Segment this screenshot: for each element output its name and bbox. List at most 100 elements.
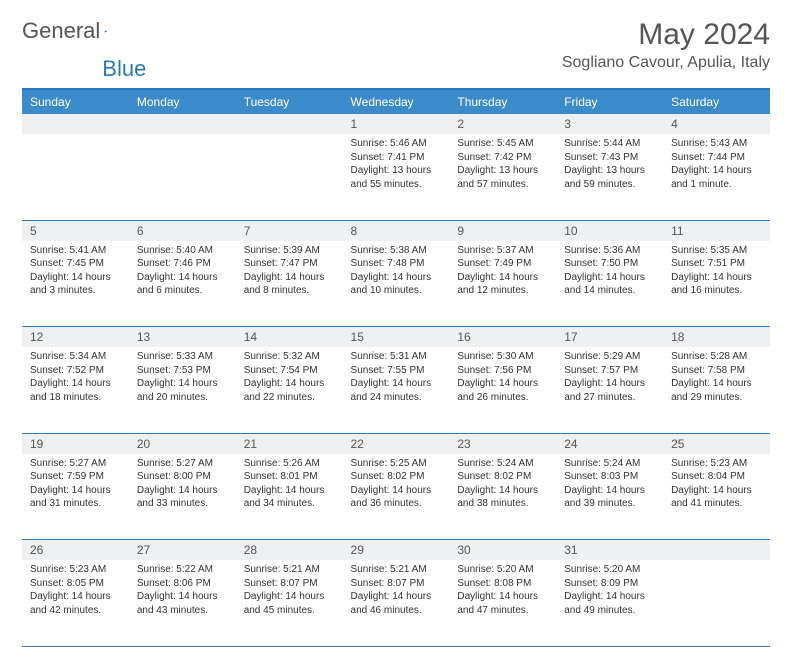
sunset-line: Sunset: 8:07 PM bbox=[244, 577, 335, 591]
day-number: 1 bbox=[343, 114, 450, 134]
day-number: 20 bbox=[129, 434, 236, 454]
sunrise-line: Sunrise: 5:28 AM bbox=[671, 350, 762, 364]
sunset-line: Sunset: 8:01 PM bbox=[244, 470, 335, 484]
weekday-header: Friday bbox=[556, 90, 663, 114]
day-number: 18 bbox=[663, 327, 770, 347]
day-number bbox=[129, 114, 236, 134]
sunset-line: Sunset: 7:54 PM bbox=[244, 364, 335, 378]
daylight-line: Daylight: 14 hours and 26 minutes. bbox=[457, 377, 548, 404]
sunset-line: Sunset: 7:53 PM bbox=[137, 364, 228, 378]
sunrise-line: Sunrise: 5:23 AM bbox=[30, 563, 121, 577]
daylight-line: Daylight: 14 hours and 39 minutes. bbox=[564, 484, 655, 511]
day-cell: Sunrise: 5:37 AMSunset: 7:49 PMDaylight:… bbox=[449, 241, 556, 304]
day-cell bbox=[236, 134, 343, 143]
day-number: 25 bbox=[663, 434, 770, 454]
daylight-line: Daylight: 14 hours and 31 minutes. bbox=[30, 484, 121, 511]
sunrise-line: Sunrise: 5:30 AM bbox=[457, 350, 548, 364]
day-cell: Sunrise: 5:44 AMSunset: 7:43 PMDaylight:… bbox=[556, 134, 663, 197]
week-row: Sunrise: 5:46 AMSunset: 7:41 PMDaylight:… bbox=[22, 134, 770, 220]
day-number: 2 bbox=[449, 114, 556, 134]
sunset-line: Sunset: 8:03 PM bbox=[564, 470, 655, 484]
day-cell: Sunrise: 5:40 AMSunset: 7:46 PMDaylight:… bbox=[129, 241, 236, 304]
day-number: 29 bbox=[343, 540, 450, 560]
daylight-line: Daylight: 14 hours and 34 minutes. bbox=[244, 484, 335, 511]
logo: General bbox=[22, 18, 126, 44]
sunset-line: Sunset: 7:51 PM bbox=[671, 257, 762, 271]
sunrise-line: Sunrise: 5:21 AM bbox=[244, 563, 335, 577]
daylight-line: Daylight: 14 hours and 14 minutes. bbox=[564, 271, 655, 298]
sunset-line: Sunset: 7:45 PM bbox=[30, 257, 121, 271]
day-cell: Sunrise: 5:38 AMSunset: 7:48 PMDaylight:… bbox=[343, 241, 450, 304]
day-cell: Sunrise: 5:33 AMSunset: 7:53 PMDaylight:… bbox=[129, 347, 236, 410]
day-cell: Sunrise: 5:32 AMSunset: 7:54 PMDaylight:… bbox=[236, 347, 343, 410]
daylight-line: Daylight: 14 hours and 38 minutes. bbox=[457, 484, 548, 511]
day-number: 31 bbox=[556, 540, 663, 560]
day-cell: Sunrise: 5:46 AMSunset: 7:41 PMDaylight:… bbox=[343, 134, 450, 197]
month-title: May 2024 bbox=[562, 18, 770, 52]
day-number: 5 bbox=[22, 221, 129, 241]
sunset-line: Sunset: 8:02 PM bbox=[457, 470, 548, 484]
sunrise-line: Sunrise: 5:32 AM bbox=[244, 350, 335, 364]
sunrise-line: Sunrise: 5:27 AM bbox=[30, 457, 121, 471]
day-cell: Sunrise: 5:24 AMSunset: 8:03 PMDaylight:… bbox=[556, 454, 663, 517]
day-cell: Sunrise: 5:21 AMSunset: 8:07 PMDaylight:… bbox=[236, 560, 343, 623]
day-number: 23 bbox=[449, 434, 556, 454]
sunset-line: Sunset: 7:46 PM bbox=[137, 257, 228, 271]
calendar-body: 1234Sunrise: 5:46 AMSunset: 7:41 PMDayli… bbox=[22, 114, 770, 646]
sunrise-line: Sunrise: 5:34 AM bbox=[30, 350, 121, 364]
sunset-line: Sunset: 7:47 PM bbox=[244, 257, 335, 271]
sunset-line: Sunset: 7:57 PM bbox=[564, 364, 655, 378]
week-row: Sunrise: 5:27 AMSunset: 7:59 PMDaylight:… bbox=[22, 454, 770, 540]
daylight-line: Daylight: 14 hours and 27 minutes. bbox=[564, 377, 655, 404]
week-row: Sunrise: 5:34 AMSunset: 7:52 PM Daylight:… bbox=[22, 347, 770, 433]
sunrise-line: Sunrise: 5:22 AM bbox=[137, 563, 228, 577]
sunset-line: Sunset: 7:41 PM bbox=[351, 151, 442, 165]
daylight-line: Daylight: 14 hours and 36 minutes. bbox=[351, 484, 442, 511]
day-number: 7 bbox=[236, 221, 343, 241]
sunrise-line: Sunrise: 5:33 AM bbox=[137, 350, 228, 364]
sunset-line: Sunset: 7:43 PM bbox=[564, 151, 655, 165]
sunset-line: Sunset: 8:04 PM bbox=[671, 470, 762, 484]
calendar-table: SundayMondayTuesdayWednesdayThursdayFrid… bbox=[22, 90, 770, 647]
day-number: 8 bbox=[343, 221, 450, 241]
day-cell: Sunrise: 5:20 AMSunset: 8:08 PMDaylight:… bbox=[449, 560, 556, 623]
day-number: 26 bbox=[22, 540, 129, 560]
daylight-line: Daylight: 14 hours and 3 minutes. bbox=[30, 271, 121, 298]
location: Sogliano Cavour, Apulia, Italy bbox=[562, 54, 770, 72]
sunset-line: Sunset: 7:52 PM bbox=[30, 364, 121, 378]
daynum-row: 1234 bbox=[22, 114, 770, 134]
daylight-line: Daylight: 14 hours and 42 minutes. bbox=[30, 590, 121, 617]
daylight-line: Daylight: 13 hours and 59 minutes. bbox=[564, 164, 655, 191]
daylight-line: Daylight: 14 hours and 33 minutes. bbox=[137, 484, 228, 511]
sunrise-line: Sunrise: 5:24 AM bbox=[564, 457, 655, 471]
logo-text-2: Blue bbox=[102, 56, 146, 82]
sunset-line: Sunset: 7:49 PM bbox=[457, 257, 548, 271]
day-cell: Sunrise: 5:24 AMSunset: 8:02 PMDaylight:… bbox=[449, 454, 556, 517]
day-number: 30 bbox=[449, 540, 556, 560]
weekday-header: Tuesday bbox=[236, 90, 343, 114]
day-number: 15 bbox=[343, 327, 450, 347]
sunrise-line: Sunrise: 5:37 AM bbox=[457, 244, 548, 258]
sunset-line: Sunset: 8:00 PM bbox=[137, 470, 228, 484]
day-cell: Sunrise: 5:39 AMSunset: 7:47 PMDaylight:… bbox=[236, 241, 343, 304]
daylight-line: Daylight: 14 hours and 6 minutes. bbox=[137, 271, 228, 298]
weekday-header: Saturday bbox=[663, 90, 770, 114]
day-cell bbox=[663, 560, 770, 569]
daylight-line: Daylight: 14 hours and 20 minutes. bbox=[137, 377, 228, 404]
sunset-line: Sunset: 8:02 PM bbox=[351, 470, 442, 484]
sunrise-line: Sunrise: 5:40 AM bbox=[137, 244, 228, 258]
day-cell: Sunrise: 5:20 AMSunset: 8:09 PMDaylight:… bbox=[556, 560, 663, 623]
daylight-line: Daylight: 14 hours and 8 minutes. bbox=[244, 271, 335, 298]
day-number bbox=[663, 540, 770, 560]
day-cell: Sunrise: 5:23 AMSunset: 8:04 PMDaylight:… bbox=[663, 454, 770, 517]
day-number: 21 bbox=[236, 434, 343, 454]
sunrise-line: Sunrise: 5:20 AM bbox=[564, 563, 655, 577]
sunrise-line: Sunrise: 5:31 AM bbox=[351, 350, 442, 364]
day-number: 9 bbox=[449, 221, 556, 241]
daylight-line: Daylight: 14 hours and 12 minutes. bbox=[457, 271, 548, 298]
daylight-line: Daylight: 14 hours and 43 minutes. bbox=[137, 590, 228, 617]
sunrise-line: Sunrise: 5:26 AM bbox=[244, 457, 335, 471]
daylight-line: Daylight: 14 hours and 46 minutes. bbox=[351, 590, 442, 617]
title-block: May 2024 Sogliano Cavour, Apulia, Italy bbox=[562, 18, 770, 72]
sunrise-line: Sunrise: 5:45 AM bbox=[457, 137, 548, 151]
